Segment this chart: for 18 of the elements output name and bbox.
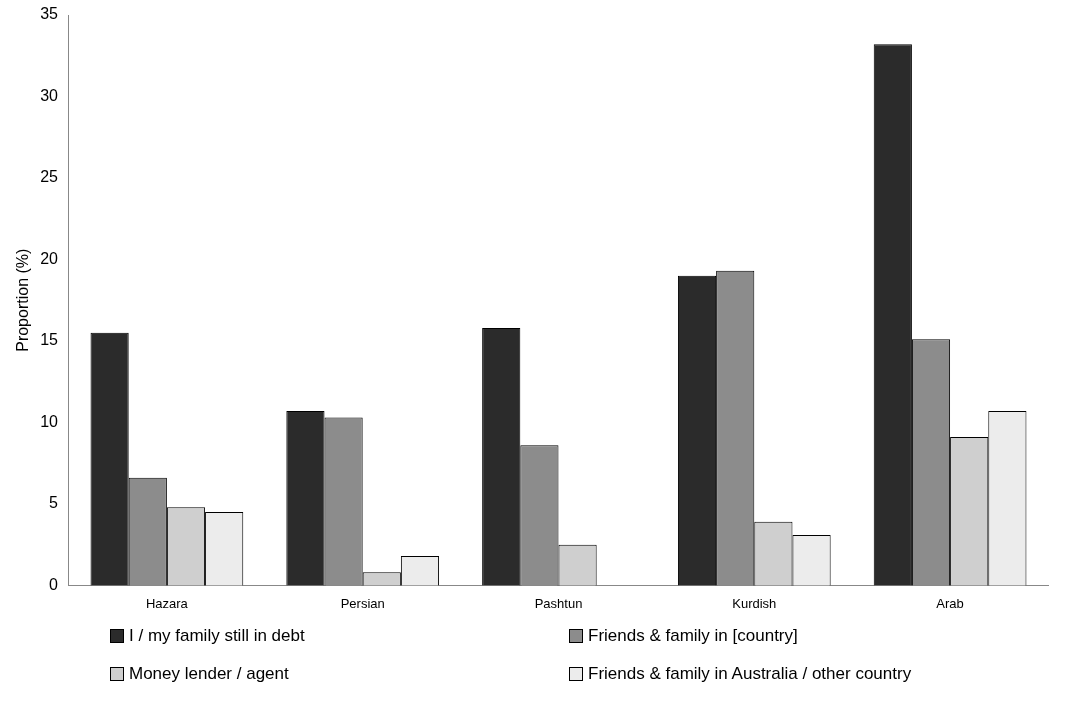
- y-tick-label: 35: [40, 5, 59, 23]
- legend-label: Friends & family in Australia / other country: [588, 664, 912, 684]
- legend-label: Money lender / agent: [129, 664, 289, 684]
- x-tick-label: Pashtun: [534, 595, 583, 611]
- y-tick-label: 20: [40, 249, 59, 267]
- y-tick-label: 30: [40, 86, 59, 104]
- y-tick-label: 25: [40, 168, 59, 186]
- y-tick-label: 5: [49, 494, 59, 512]
- x-tick-label: Persian: [340, 595, 385, 611]
- x-tick-label: Kurdish: [732, 595, 777, 611]
- legend-label: Friends & family in [country]: [588, 626, 798, 646]
- y-axis-title: Proportion (%): [14, 248, 32, 352]
- y-tick-label: 10: [40, 412, 59, 430]
- x-tick-label: Arab: [936, 595, 964, 611]
- y-tick-label: 0: [49, 575, 59, 593]
- x-tick-label: Hazara: [145, 595, 189, 611]
- legend-label: I / my family still in debt: [129, 626, 305, 646]
- y-tick-label: 15: [40, 331, 59, 349]
